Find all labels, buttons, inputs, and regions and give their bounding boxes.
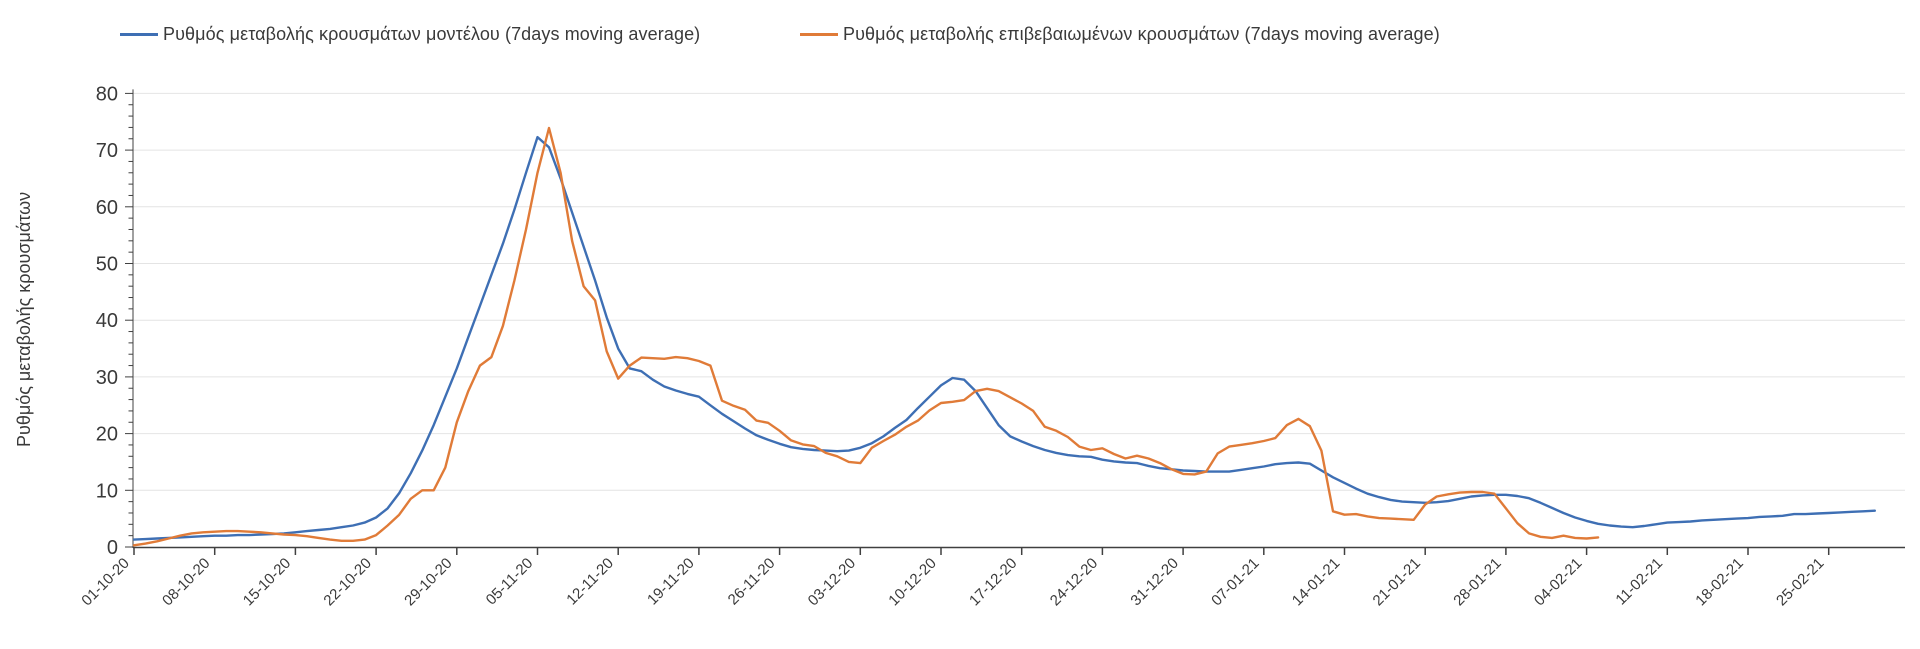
y-tick-label: 0 <box>107 537 118 559</box>
x-tick-label: 04-02-21 <box>1531 555 1585 609</box>
x-tick-label: 01-10-20 <box>78 555 132 609</box>
legend-item-confirmed: Ρυθμός μεταβολής επιβεβαιωμένων κρουσμάτ… <box>800 22 1440 46</box>
x-tick-label: 12-11-20 <box>563 555 617 609</box>
x-tick-label: 28-01-21 <box>1450 555 1504 609</box>
y-axis: 0 10 20 30 40 50 60 70 80 <box>96 83 134 559</box>
x-tick-label: 15-10-20 <box>240 555 294 609</box>
model-series-line <box>132 135 1877 541</box>
model-line-swatch <box>120 32 158 36</box>
y-tick-label: 10 <box>96 480 118 502</box>
legend-item-model: Ρυθμός μεταβολής κρουσμάτων μοντέλου (7d… <box>120 22 700 46</box>
x-tick-label: 21-01-21 <box>1370 555 1424 609</box>
x-tick-label: 05-11-20 <box>483 555 537 609</box>
x-tick-label: 10-12-20 <box>885 555 939 609</box>
x-tick-label: 11-02-21 <box>1612 555 1666 609</box>
x-axis: 01-10-20 08-10-20 15-10-20 22-10-20 29-10-20… <box>78 546 1905 609</box>
x-tick-label: 29-10-20 <box>401 555 455 609</box>
legend-label-model: Ρυθμός μεταβολής κρουσμάτων μοντέλου (7d… <box>163 23 701 44</box>
x-tick-label: 25-02-21 <box>1773 555 1827 609</box>
x-tick-label: 22-10-20 <box>320 555 374 609</box>
y-axis-title: Ρυθμός μεταβολής κρουσμάτων <box>14 191 34 447</box>
x-tick-label: 31-12-20 <box>1127 555 1181 609</box>
y-gridlines <box>133 92 1905 491</box>
x-tick-label: 19-11-20 <box>644 555 698 609</box>
y-tick-label: 20 <box>96 424 118 446</box>
x-tick-label: 08-10-20 <box>159 555 213 609</box>
y-tick-label: 40 <box>96 310 118 332</box>
x-tick-label: 18-02-21 <box>1692 555 1746 609</box>
confirmed-series-line <box>132 126 1600 547</box>
y-tick-label: 30 <box>96 367 118 389</box>
y-tick-label: 60 <box>96 197 118 219</box>
x-tick-label: 03-12-20 <box>805 555 859 609</box>
y-tick-label: 50 <box>96 254 118 276</box>
x-tick-label: 14-01-21 <box>1289 555 1343 609</box>
y-tick-label: 80 <box>96 83 118 105</box>
x-tick-label: 07-01-21 <box>1208 555 1262 609</box>
x-tick-label: 26-11-20 <box>725 555 779 609</box>
x-tick-label: 17-12-20 <box>966 555 1020 609</box>
y-tick-label: 70 <box>96 140 118 162</box>
legend-label-confirmed: Ρυθμός μεταβολής επιβεβαιωμένων κρουσμάτ… <box>843 23 1440 44</box>
x-tick-label: 24-12-20 <box>1047 555 1101 609</box>
confirmed-line-swatch <box>800 32 838 36</box>
